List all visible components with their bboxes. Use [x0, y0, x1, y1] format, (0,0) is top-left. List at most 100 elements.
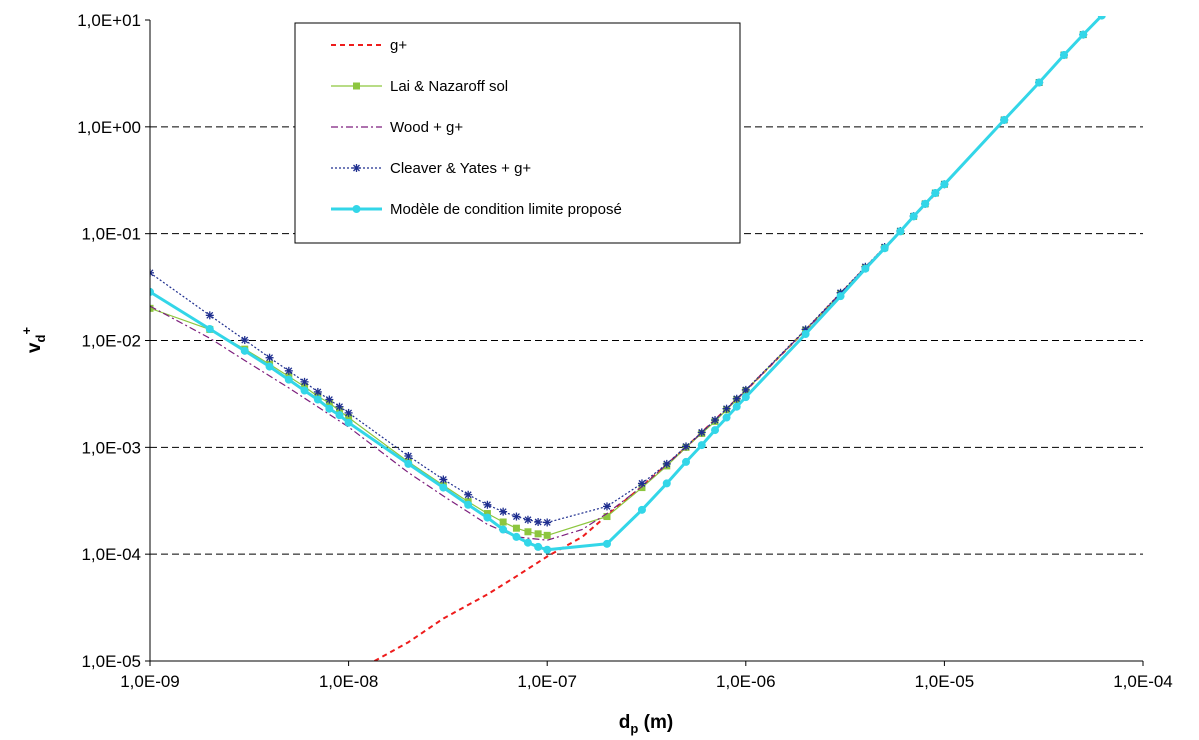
data-point-circle: [1035, 78, 1044, 87]
data-point-circle: [352, 205, 361, 213]
data-point-asterisk: [150, 268, 154, 277]
legend-entry: Cleaver & Yates + g+: [331, 160, 531, 177]
data-point-circle: [682, 457, 691, 466]
legend: g+ Lai & Nazaroff sol Wood + g+ Cleaver & Y…: [294, 22, 741, 244]
data-point-square: [353, 82, 360, 90]
data-point-circle: [1079, 30, 1088, 39]
data-point-asterisk: [464, 490, 473, 499]
data-point-circle: [344, 418, 353, 427]
data-point-circle: [534, 542, 543, 551]
data-point-asterisk: [741, 385, 750, 394]
data-point-circle: [523, 538, 532, 547]
x-tick-label: 1,0E-05: [915, 672, 975, 691]
data-point-asterisk: [284, 366, 293, 375]
data-point-square: [512, 524, 520, 532]
data-point-circle: [711, 426, 720, 435]
data-point-circle: [404, 459, 413, 468]
series-layer: [150, 16, 1106, 661]
tick-labels: 1,0E-05 1,0E-04 1,0E-03 1,0E-02 1,0E-01 1,0E+…: [77, 11, 1173, 691]
data-point-circle: [662, 479, 671, 488]
legend-label: Modèle de condition limite proposé: [390, 201, 622, 218]
data-point-circle: [335, 411, 344, 420]
x-tick-label: 1,0E-04: [1113, 672, 1173, 691]
legend-entry: Modèle de condition limite proposé: [331, 201, 622, 218]
data-point-circle: [313, 395, 322, 404]
data-point-square: [345, 414, 353, 422]
data-point-asterisk: [404, 451, 413, 460]
data-point-circle: [880, 244, 889, 253]
data-point-asterisk: [499, 507, 508, 516]
data-point-circle: [1059, 51, 1068, 60]
x-tick-label: 1,0E-09: [120, 672, 180, 691]
data-point-circle: [732, 402, 741, 411]
x-tick-label: 1,0E-06: [716, 672, 776, 691]
data-point-circle: [940, 180, 949, 189]
data-point-circle: [240, 346, 249, 355]
data-point-circle: [325, 404, 334, 413]
data-point-square: [483, 510, 491, 518]
legend-box: [294, 22, 741, 244]
data-point-asterisk: [662, 459, 671, 468]
x-tick-label: 1,0E-07: [517, 672, 577, 691]
data-point-circle: [741, 393, 750, 402]
data-point-asterisk: [711, 416, 720, 425]
series-4: [150, 16, 1106, 554]
data-point-asterisk: [300, 377, 309, 386]
data-point-circle: [896, 227, 905, 236]
data-point-asterisk: [335, 402, 344, 411]
data-point-circle: [439, 483, 448, 492]
x-axis-title: dp (m): [619, 712, 673, 736]
x-tick-label: 1,0E-08: [319, 672, 379, 691]
legend-label: Cleaver & Yates + g+: [390, 160, 531, 177]
data-point-asterisk: [512, 512, 521, 521]
y-tick-label: 1,0E-03: [81, 438, 141, 457]
data-point-circle: [543, 545, 552, 554]
data-point-circle: [300, 386, 309, 395]
data-point-asterisk: [697, 428, 706, 437]
y-tick-label: 1,0E-02: [81, 332, 141, 351]
data-point-asterisk: [313, 387, 322, 396]
data-point-asterisk: [325, 395, 334, 404]
data-point-asterisk: [682, 442, 691, 451]
data-point-asterisk: [523, 515, 532, 524]
data-point-circle: [1097, 16, 1106, 20]
data-point-circle: [861, 264, 870, 273]
data-point-square: [638, 484, 646, 492]
y-tick-label: 1,0E-01: [81, 225, 141, 244]
data-point-circle: [205, 325, 214, 334]
data-point-asterisk: [637, 479, 646, 488]
data-point-square: [534, 530, 542, 538]
data-point-asterisk: [534, 518, 543, 527]
data-point-square: [543, 531, 551, 539]
y-tick-label: 1,0E+00: [77, 118, 141, 137]
data-point-square: [499, 518, 507, 526]
legend-entry: g+: [331, 37, 407, 54]
data-point-asterisk: [240, 336, 249, 345]
data-point-asterisk: [344, 408, 353, 417]
data-point-circle: [921, 199, 930, 208]
legend-label: Wood + g+: [390, 119, 463, 136]
legend-entry: Lai & Nazaroff sol: [331, 78, 508, 95]
data-point-circle: [836, 292, 845, 301]
data-point-asterisk: [602, 502, 611, 511]
data-point-circle: [722, 413, 731, 422]
data-point-circle: [697, 441, 706, 450]
data-point-asterisk: [483, 500, 492, 509]
legend-entry: Wood + g+: [331, 119, 463, 136]
data-point-asterisk: [352, 164, 361, 172]
data-point-circle: [464, 500, 473, 509]
data-point-square: [150, 304, 154, 312]
data-point-asterisk: [543, 518, 552, 527]
y-tick-label: 1,0E-05: [81, 652, 141, 671]
data-point-circle: [801, 330, 810, 339]
data-point-asterisk: [732, 394, 741, 403]
legend-label: g+: [390, 37, 407, 54]
data-point-circle: [931, 189, 940, 198]
data-point-circle: [150, 287, 154, 296]
data-point-asterisk: [722, 404, 731, 413]
data-point-asterisk: [205, 311, 214, 320]
y-axis-title: vd+: [19, 327, 48, 354]
legend-label: Lai & Nazaroff sol: [390, 78, 508, 95]
data-point-asterisk: [439, 475, 448, 484]
